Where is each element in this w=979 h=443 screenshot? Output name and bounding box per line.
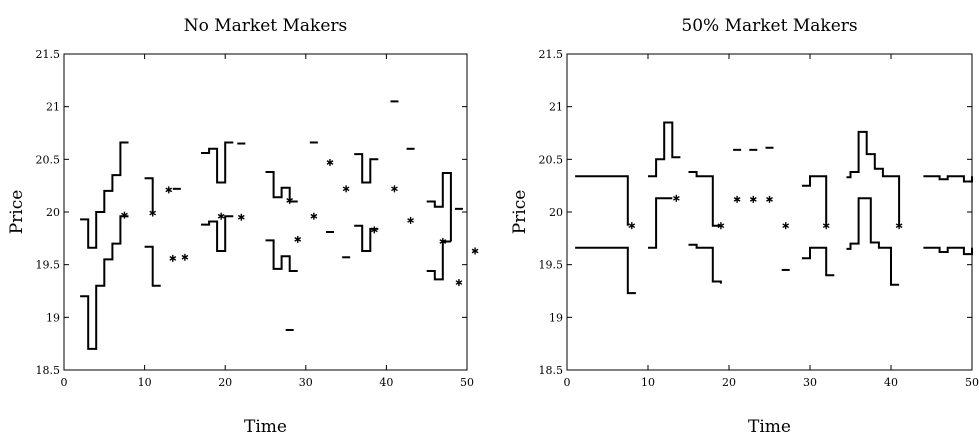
y-axis-label: Price <box>7 190 27 235</box>
y-axis-label: Price <box>510 190 530 235</box>
bid-quote-line <box>688 243 722 284</box>
x-tick-label: 30 <box>299 376 313 389</box>
trade-marker <box>455 279 463 287</box>
trade-marker <box>217 212 225 220</box>
ask-quote-line <box>688 171 721 227</box>
y-tick-label: 18.5 <box>539 364 564 377</box>
ask-quote-line <box>354 153 379 184</box>
trade-marker <box>782 222 790 230</box>
trade-marker <box>169 254 177 262</box>
trade-marker <box>407 216 414 224</box>
bid-quote-line <box>201 215 234 252</box>
trade-marker <box>391 185 398 193</box>
y-tick-label: 20 <box>549 206 563 219</box>
bid-quote-line <box>144 245 161 287</box>
x-axis-label: Time <box>748 417 791 437</box>
ask-quote-line <box>265 171 298 203</box>
chart-title: No Market Makers <box>184 16 348 36</box>
x-tick-label: 0 <box>564 376 571 389</box>
x-tick-label: 50 <box>965 376 979 389</box>
y-tick-label: 21 <box>46 101 60 114</box>
y-tick-label: 19.5 <box>539 259 564 272</box>
x-tick-label: 20 <box>218 376 232 389</box>
x-tick-label: 30 <box>803 376 817 389</box>
trade-marker <box>237 213 245 221</box>
y-tick-label: 19 <box>549 311 563 324</box>
chart-panel-no-market-makers: No Market Makers Time Price 0 10 20 30 40 50 18.5… <box>7 16 479 437</box>
trade-marker <box>439 237 447 245</box>
bid-quote-line <box>801 246 835 277</box>
x-tick-label: 40 <box>884 376 898 389</box>
ask-quote-line <box>923 175 973 183</box>
x-tick-label: 10 <box>641 376 655 389</box>
trade-marker <box>326 158 334 166</box>
bid-quote-line <box>648 197 673 249</box>
y-tick-label: 20 <box>46 206 60 219</box>
trade-marker <box>294 235 302 243</box>
trade-marker <box>733 195 741 203</box>
ask-quote-line <box>201 141 234 184</box>
bid-quote-line <box>265 239 298 272</box>
trade-marker <box>342 185 350 193</box>
trade-marker <box>310 212 318 220</box>
ask-quote-line <box>575 175 629 226</box>
bid-quote-line <box>426 240 451 281</box>
ask-quote-line <box>648 121 681 178</box>
x-tick-label: 10 <box>138 376 152 389</box>
y-tick-label: 19.5 <box>36 259 61 272</box>
x-tick-label: 50 <box>460 376 474 389</box>
ask-quote-line <box>846 130 901 226</box>
ask-quote-line <box>801 175 828 226</box>
bid-quote-line <box>846 197 900 286</box>
trade-marker <box>895 222 903 230</box>
bid-quote-line <box>80 215 129 350</box>
ask-quote-line <box>144 177 154 212</box>
trade-marker <box>471 247 479 255</box>
trade-marker <box>165 186 173 194</box>
y-tick-label: 21.5 <box>36 48 61 61</box>
y-tick-label: 21.5 <box>539 48 564 61</box>
trade-marker <box>149 209 157 217</box>
trade-marker <box>749 195 757 203</box>
x-tick-label: 20 <box>722 376 736 389</box>
chart-panel-50-market-makers: 50% Market Makers Time Price 0 10 20 30 40 50 18.… <box>510 16 979 437</box>
ask-quote-line <box>80 141 129 249</box>
bid-quote-line <box>923 246 973 256</box>
x-axis-label: Time <box>244 417 287 437</box>
ask-quote-line <box>426 172 452 242</box>
trade-marker <box>672 194 680 202</box>
trade-marker <box>717 222 725 230</box>
chart-title: 50% Market Makers <box>681 16 857 36</box>
y-tick-label: 19 <box>46 311 60 324</box>
x-tick-label: 40 <box>379 376 393 389</box>
trade-marker <box>766 195 773 203</box>
x-tick-label: 0 <box>61 376 68 389</box>
trade-marker <box>121 211 128 219</box>
trade-marker <box>370 226 378 234</box>
y-tick-label: 20.5 <box>539 153 564 166</box>
trade-marker <box>286 196 294 204</box>
trade-marker <box>181 253 189 261</box>
trade-marker <box>628 222 636 230</box>
y-tick-label: 18.5 <box>36 364 61 377</box>
y-tick-label: 20.5 <box>36 153 61 166</box>
y-tick-label: 21 <box>549 101 563 114</box>
trade-marker <box>822 222 830 230</box>
bid-quote-line <box>575 246 636 295</box>
